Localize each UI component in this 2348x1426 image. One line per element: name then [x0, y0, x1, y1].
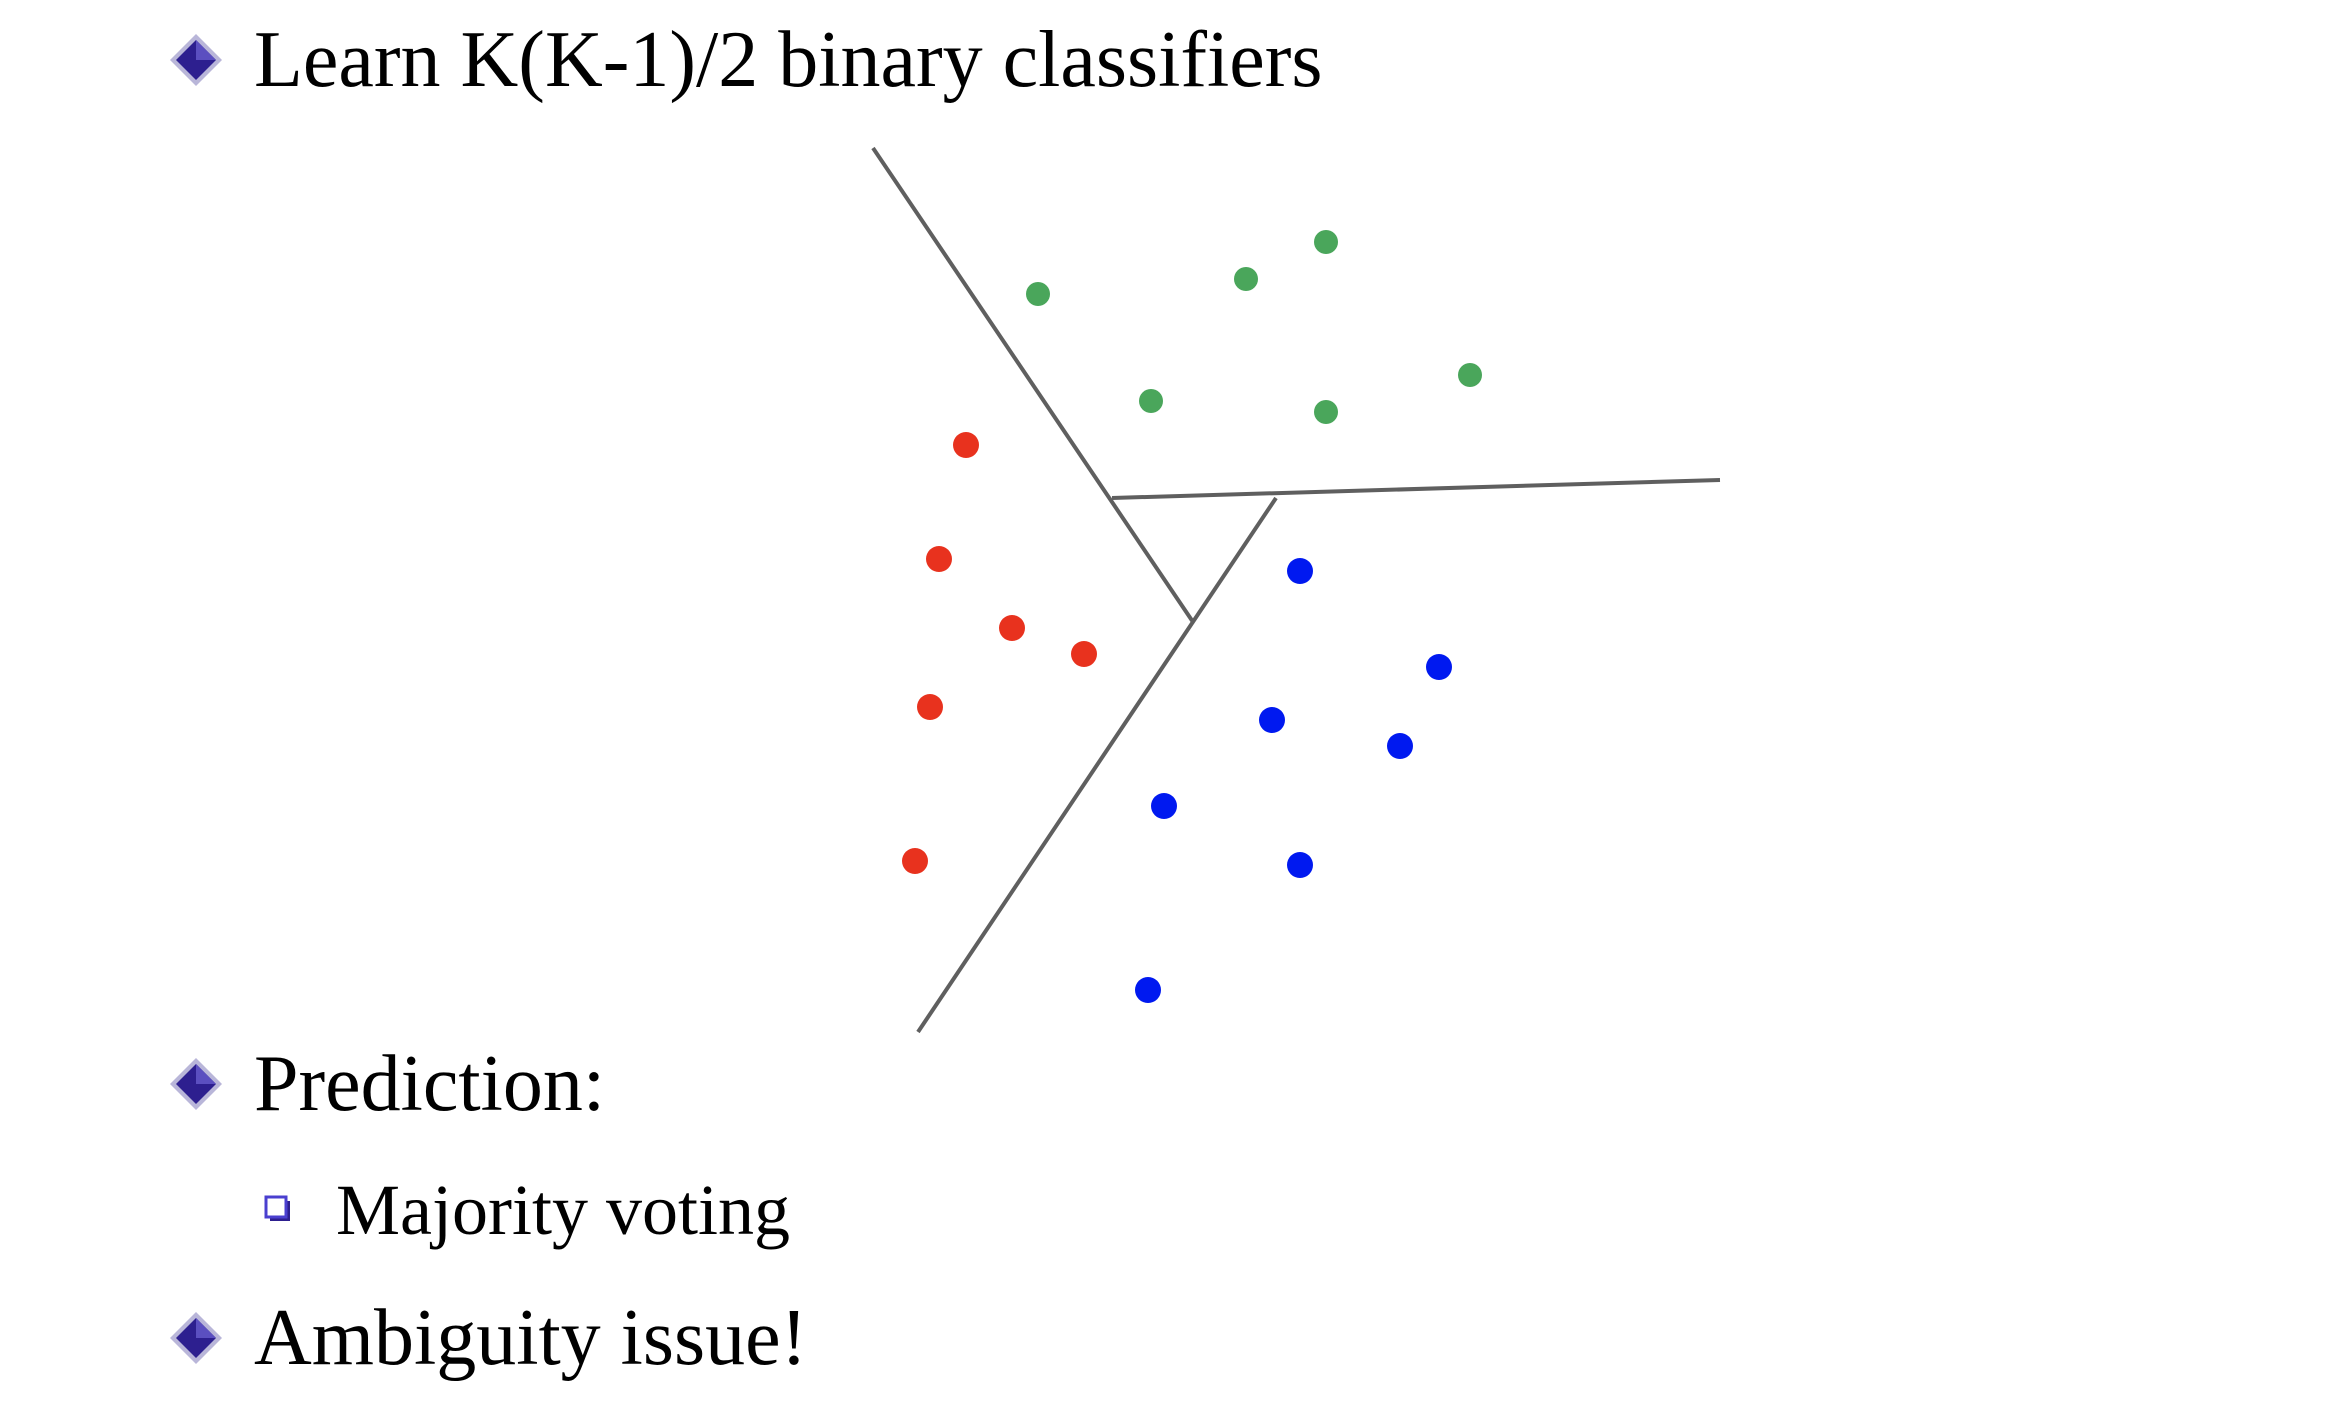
data-point-red [902, 848, 928, 874]
data-point-red [926, 546, 952, 572]
square-bullet-icon [264, 1195, 290, 1221]
data-point-blue [1426, 654, 1452, 680]
data-point-red [1071, 641, 1097, 667]
diamond-bullet-icon [170, 1058, 222, 1110]
data-point-blue [1287, 558, 1313, 584]
boundary-red-blue [916, 496, 1278, 1034]
data-point-green [1458, 363, 1482, 387]
data-point-blue [1259, 707, 1285, 733]
data-point-green [1139, 389, 1163, 413]
blue-class-points [1135, 558, 1452, 1003]
diamond-bullet-icon [170, 34, 222, 86]
sub-bullet-majority-voting: Majority voting [264, 1174, 790, 1246]
data-point-blue [1151, 793, 1177, 819]
data-point-blue [1387, 733, 1413, 759]
data-point-green [1314, 400, 1338, 424]
data-point-blue [1287, 852, 1313, 878]
diamond-bullet-icon [170, 1312, 222, 1364]
data-point-red [917, 694, 943, 720]
data-point-green [1026, 282, 1050, 306]
decision-boundaries [871, 146, 1721, 1034]
boundary-green-blue [1111, 478, 1721, 500]
data-point-red [953, 432, 979, 458]
bullet-learn: Learn K(K-1)/2 binary classifiers [168, 20, 1322, 100]
boundary-red-green [871, 146, 1195, 624]
green-class-points [1026, 230, 1482, 424]
red-class-points [902, 432, 1097, 874]
bullet-ambiguity-text: Ambiguity issue! [254, 1294, 808, 1382]
bullet-prediction-text: Prediction: [254, 1040, 606, 1128]
bullet-learn-text: Learn K(K-1)/2 binary classifiers [254, 16, 1323, 104]
bullet-prediction: Prediction: [168, 1044, 605, 1124]
data-point-red [999, 615, 1025, 641]
sub-bullet-majority-voting-text: Majority voting [336, 1170, 790, 1250]
data-point-green [1314, 230, 1338, 254]
data-point-blue [1135, 977, 1161, 1003]
bullet-ambiguity: Ambiguity issue! [168, 1298, 807, 1378]
data-point-green [1234, 267, 1258, 291]
